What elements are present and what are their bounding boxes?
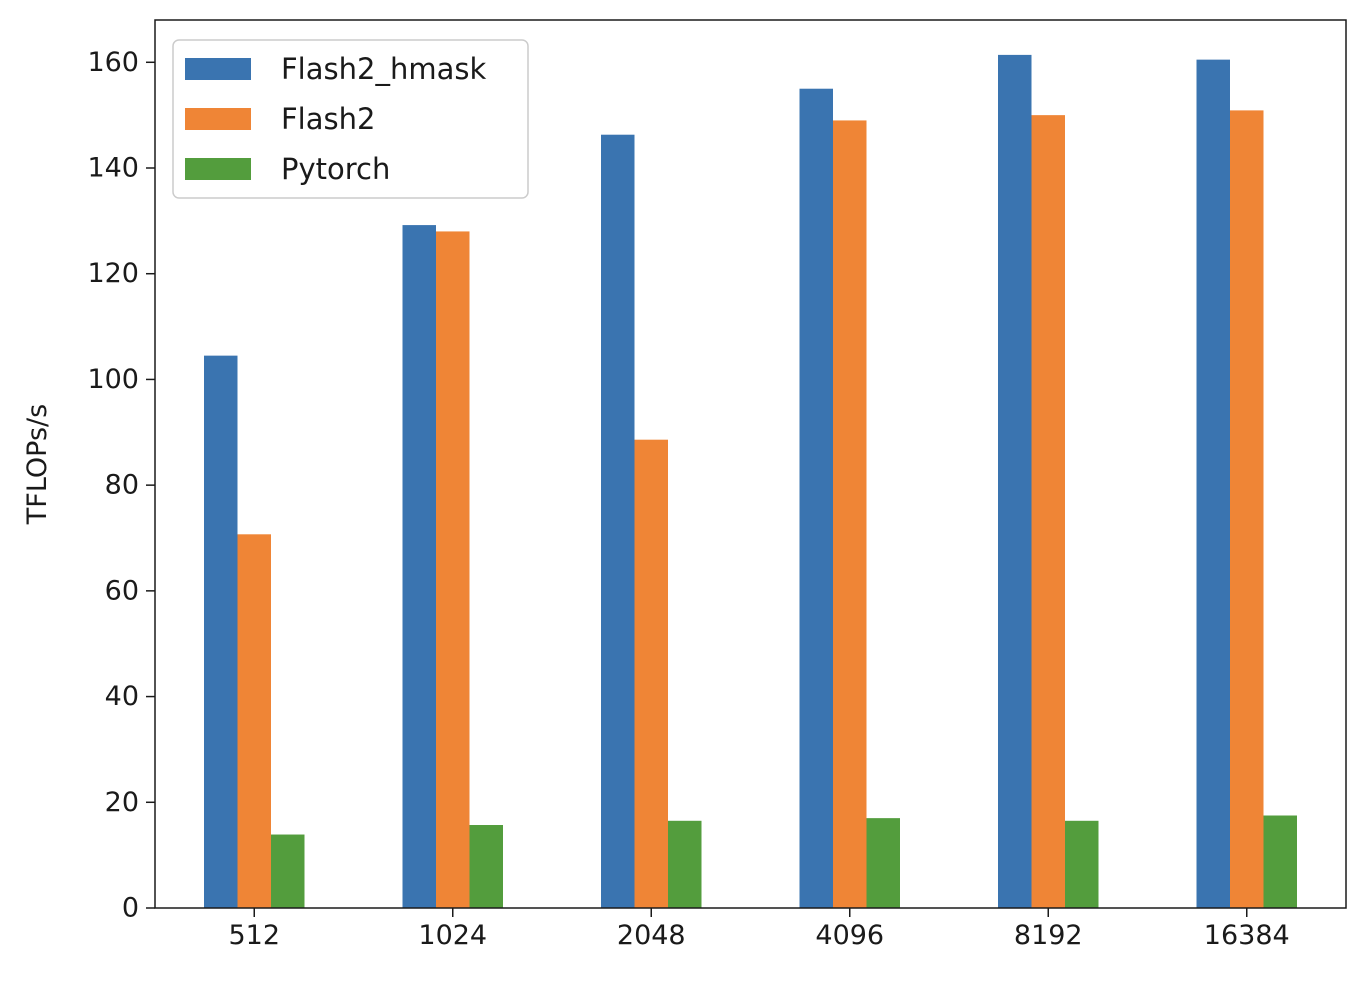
legend-swatch-pytorch [185,158,251,180]
y-tick-label: 40 [105,681,139,712]
bar-pytorch-512 [271,834,305,908]
bar-flash2-1024 [436,231,470,908]
bar-flash2-hmask-8192 [998,54,1032,908]
bar-flash2-8192 [1031,115,1065,908]
bar-flash2-hmask-1024 [402,225,436,909]
bar-flash2-hmask-4096 [799,88,833,908]
y-tick-label: 20 [105,787,139,818]
bar-flash2-4096 [833,120,867,909]
plot-frame [154,19,1347,909]
bar-pytorch-8192 [1065,820,1099,908]
legend-label-flash2-hmask: Flash2_hmask [281,52,486,86]
bar-pytorch-1024 [469,825,503,908]
bar-flash2-2048 [634,439,668,908]
y-axis-title: TFLOPs/s [22,404,53,525]
x-tick-label: 4096 [815,920,884,951]
legend-swatch-flash2-hmask [185,58,251,80]
legend-label-flash2: Flash2 [281,102,375,136]
bar-pytorch-4096 [866,818,900,908]
legend: Flash2_hmask Flash2 Pytorch [172,39,529,199]
x-tick-label: 8192 [1014,920,1083,951]
y-tick-label: 0 [122,893,139,924]
bar-flash2-16384 [1230,110,1264,908]
y-tick-label: 100 [87,364,139,395]
y-tick-label: 80 [105,470,139,501]
legend-box [172,39,529,199]
x-tick-label: 512 [228,920,280,951]
y-axis: 0 20 40 60 80 100 120 140 160 [87,47,155,924]
x-axis: 512 1024 2048 4096 8192 16384 [228,908,1290,951]
y-tick-label: 120 [87,258,139,289]
y-tick-label: 160 [87,47,139,78]
x-tick-label: 2048 [617,920,686,951]
legend-swatch-flash2 [185,108,251,130]
x-tick-label: 16384 [1204,920,1290,951]
bar-flash2-hmask-16384 [1196,59,1230,908]
y-tick-label: 60 [105,575,139,606]
bar-pytorch-16384 [1263,815,1297,908]
bar-flash2-hmask-2048 [601,134,635,908]
bar-flash2-512 [237,534,271,908]
bars-group [204,54,1297,909]
legend-label-pytorch: Pytorch [281,152,390,186]
bar-flash2-hmask-512 [204,355,238,908]
x-tick-label: 1024 [418,920,487,951]
bar-pytorch-2048 [668,820,702,908]
y-tick-label: 140 [87,153,139,184]
